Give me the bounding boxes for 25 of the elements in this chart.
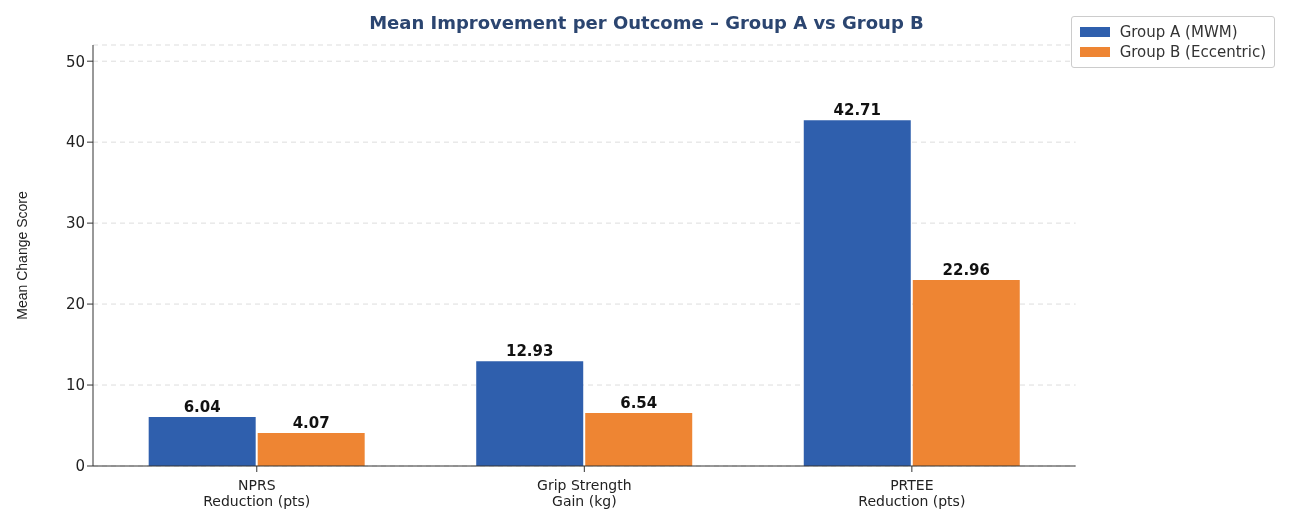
data-label: 4.07 [292, 414, 330, 433]
y-tick-label: 40 [65, 133, 85, 152]
x-tick-label: NPRS Reduction (pts) [203, 477, 311, 509]
x-tick-label: Grip Strength Gain (kg) [537, 477, 632, 509]
data-label: 6.04 [183, 398, 221, 417]
bar [803, 120, 911, 466]
y-axis-title: Mean Change Score [13, 191, 30, 320]
legend-label: Group B (Eccentric) [1119, 43, 1266, 61]
bar [585, 413, 693, 466]
y-tick-label: 0 [75, 457, 85, 476]
y-tick-label: 10 [65, 376, 85, 395]
x-tick-label: PRTEE Reduction (pts) [858, 477, 966, 509]
bar [148, 417, 256, 466]
y-tick-label: 20 [65, 295, 85, 314]
y-tick-label: 30 [65, 214, 85, 233]
data-label: 6.54 [620, 394, 658, 413]
bar [912, 280, 1020, 466]
data-label: 22.96 [942, 261, 990, 280]
data-label: 12.93 [506, 342, 554, 361]
y-tick-label: 50 [65, 52, 85, 71]
chart-title: Mean Improvement per Outcome – Group A vs Group B [369, 12, 924, 33]
bar [257, 433, 365, 466]
bar [476, 361, 584, 466]
legend-label: Group A (MWM) [1119, 23, 1238, 41]
data-label: 42.71 [833, 101, 881, 120]
